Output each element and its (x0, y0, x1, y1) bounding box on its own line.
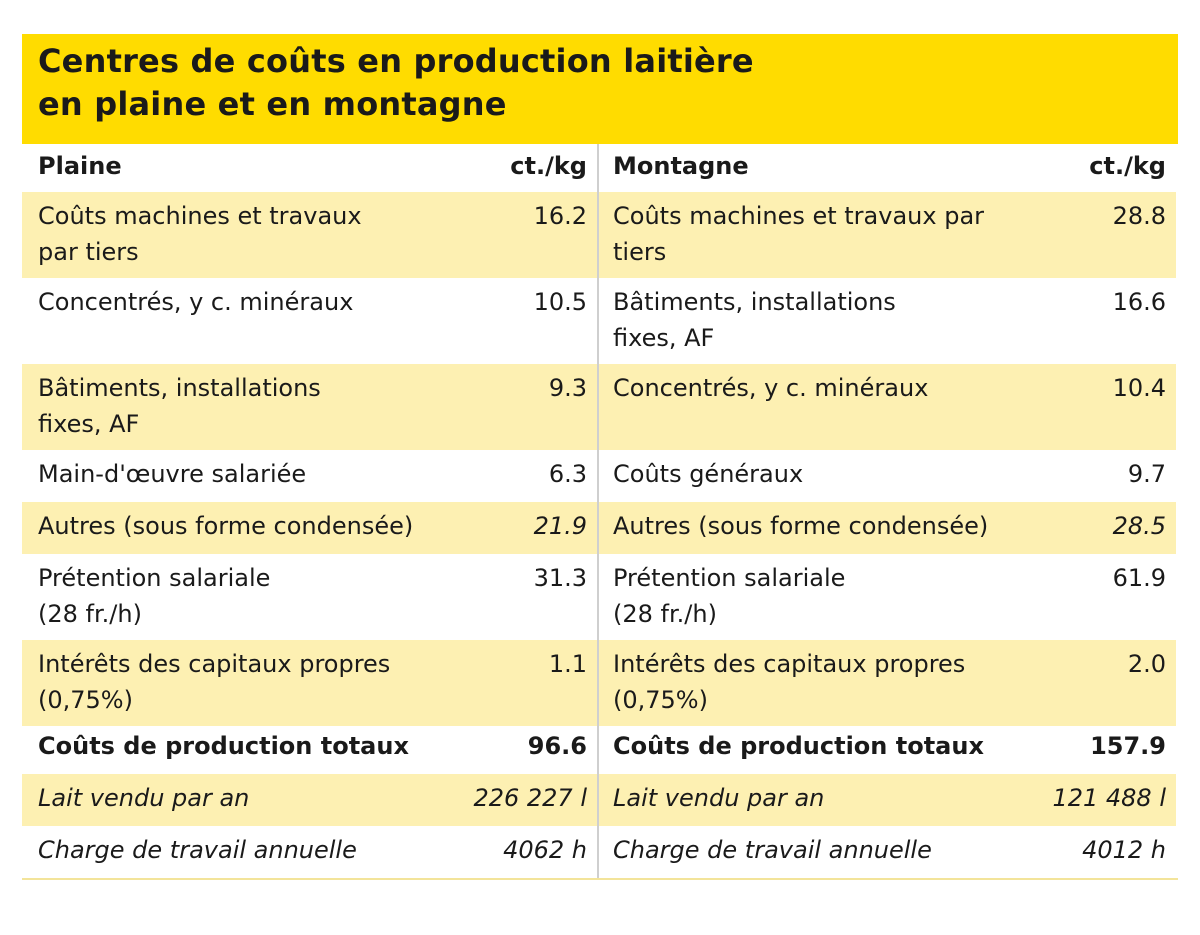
row-label: Coûts de production totaux (613, 732, 984, 760)
plaine-header-row: Plaine ct./kg (22, 144, 597, 192)
row-label: Charge de travail annuelle (613, 836, 932, 864)
row-label: Bâtiments, installations fixes, AF (613, 288, 896, 352)
row-label: Coûts machines et travaux par tiers (613, 202, 985, 266)
plaine-row-item-2: Concentrés, y c. minéraux 10.5 (22, 278, 597, 364)
plaine-column: Plaine ct./kg Coûts machines et travaux pa… (22, 144, 599, 878)
cost-table-card: Centres de coûts en production laitière … (22, 34, 1178, 880)
plaine-row-machine-costs: Coûts machines et travaux par tiers 16.2 (22, 192, 597, 278)
row-value: 2.0 (1127, 650, 1166, 678)
montagne-column: Montagne ct./kg Coûts machines et travaux … (599, 144, 1176, 878)
row-label: Intérêts des capitaux propres (0,75%) (613, 650, 966, 714)
row-value: 16.6 (1112, 288, 1166, 316)
montagne-row-equity-interest: Intérêts des capitaux propres (0,75%) 2.0 (599, 640, 1176, 726)
row-value: 96.6 (527, 732, 587, 760)
plaine-row-item-4: Main-d'œuvre salariée 6.3 (22, 450, 597, 502)
row-label: Concentrés, y c. minéraux (613, 374, 929, 402)
row-label: Autres (sous forme condensée) (38, 512, 414, 540)
row-label: Prétention salariale (28 fr./h) (613, 564, 846, 628)
plaine-row-annual-workload: Charge de travail annuelle 4062 h (22, 826, 597, 878)
row-label: Prétention salariale (28 fr./h) (38, 564, 271, 628)
montagne-row-salary-claim: Prétention salariale (28 fr./h) 61.9 (599, 554, 1176, 640)
cost-table: Plaine ct./kg Coûts machines et travaux pa… (22, 144, 1178, 880)
row-value: 9.3 (548, 374, 587, 402)
row-label: Intérêts des capitaux propres (0,75%) (38, 650, 391, 714)
row-label: Concentrés, y c. minéraux (38, 288, 354, 316)
montagne-row-item-3: Concentrés, y c. minéraux 10.4 (599, 364, 1176, 450)
row-label: Autres (sous forme condensée) (613, 512, 989, 540)
row-value: 10.4 (1112, 374, 1166, 402)
row-label: Main-d'œuvre salariée (38, 460, 307, 488)
row-value: 4062 h (503, 836, 587, 864)
row-value: 226 227 l (473, 784, 587, 812)
row-label: Charge de travail annuelle (38, 836, 357, 864)
montagne-row-annual-workload: Charge de travail annuelle 4012 h (599, 826, 1176, 878)
row-value: 6.3 (548, 460, 587, 488)
montagne-row-milk-sold: Lait vendu par an 121 488 l (599, 774, 1176, 826)
row-value: 16.2 (533, 202, 587, 230)
row-label: Coûts généraux (613, 460, 804, 488)
row-value: 31.3 (533, 564, 587, 592)
montagne-row-other-condensed: Autres (sous forme condensée) 28.5 (599, 502, 1176, 554)
row-value: 28.5 (1112, 512, 1166, 540)
row-value: 4012 h (1082, 836, 1166, 864)
row-value: 61.9 (1112, 564, 1166, 592)
row-value: 28.8 (1112, 202, 1166, 230)
plaine-row-milk-sold: Lait vendu par an 226 227 l (22, 774, 597, 826)
row-label: Coûts machines et travaux par tiers (38, 202, 362, 266)
table-title-line-1: Centres de coûts en production laitière (38, 42, 754, 80)
plaine-row-salary-claim: Prétention salariale (28 fr./h) 31.3 (22, 554, 597, 640)
row-label: Lait vendu par an (38, 784, 250, 812)
plaine-row-total-costs: Coûts de production totaux 96.6 (22, 726, 597, 774)
montagne-row-item-2: Bâtiments, installations fixes, AF 16.6 (599, 278, 1176, 364)
table-title-line-2: en plaine et en montagne (38, 85, 507, 123)
montagne-row-item-4: Coûts généraux 9.7 (599, 450, 1176, 502)
row-label: Coûts de production totaux (38, 732, 409, 760)
title-band: Centres de coûts en production laitière … (22, 34, 1178, 144)
row-value: 21.9 (533, 512, 587, 540)
plaine-row-other-condensed: Autres (sous forme condensée) 21.9 (22, 502, 597, 554)
montagne-row-machine-costs: Coûts machines et travaux par tiers 28.8 (599, 192, 1176, 278)
montagne-header-unit: ct./kg (1089, 152, 1166, 180)
row-label: Lait vendu par an (613, 784, 825, 812)
montagne-header-label: Montagne (613, 152, 749, 180)
montagne-row-total-costs: Coûts de production totaux 157.9 (599, 726, 1176, 774)
plaine-row-equity-interest: Intérêts des capitaux propres (0,75%) 1.1 (22, 640, 597, 726)
row-value: 157.9 (1090, 732, 1166, 760)
row-value: 1.1 (548, 650, 587, 678)
row-value: 10.5 (533, 288, 587, 316)
plaine-header-unit: ct./kg (510, 152, 587, 180)
plaine-header-label: Plaine (38, 152, 122, 180)
montagne-header-row: Montagne ct./kg (599, 144, 1176, 192)
row-value: 9.7 (1127, 460, 1166, 488)
row-value: 121 488 l (1052, 784, 1166, 812)
plaine-row-item-3: Bâtiments, installations fixes, AF 9.3 (22, 364, 597, 450)
row-label: Bâtiments, installations fixes, AF (38, 374, 321, 438)
